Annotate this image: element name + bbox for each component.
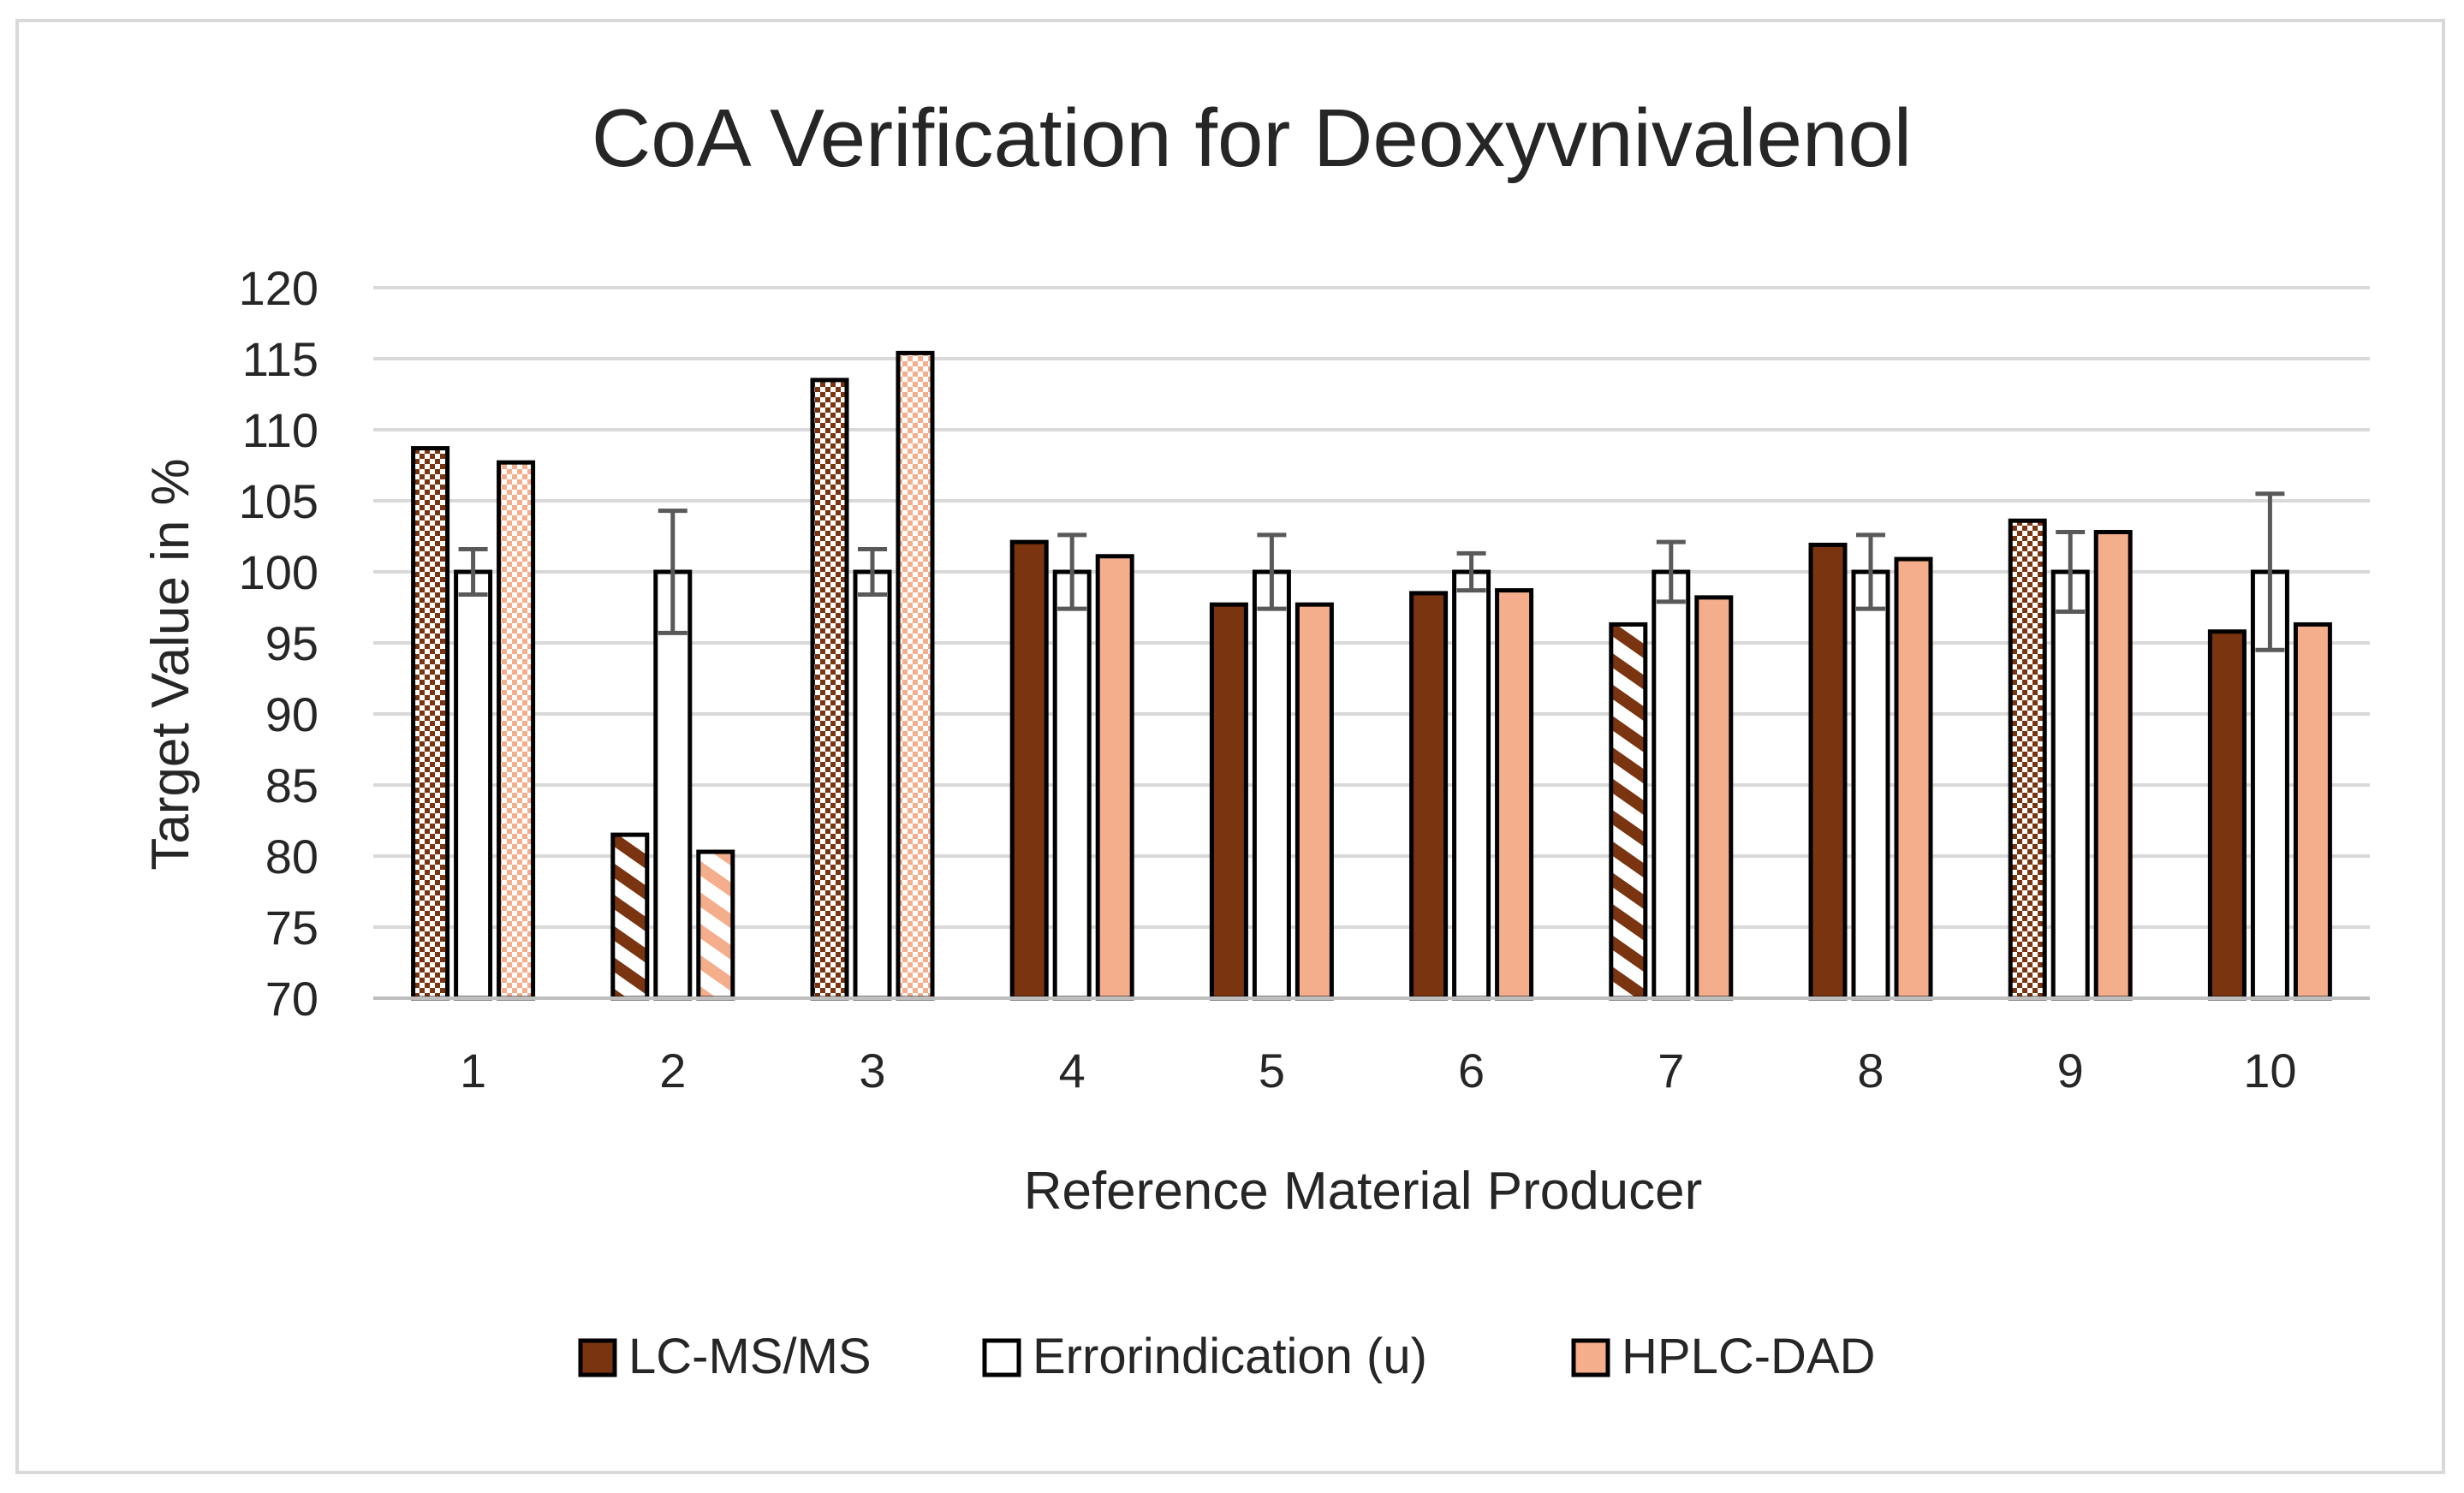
y-tick-label: 100 [239,545,318,599]
bar-lcmsms [1808,542,1848,1001]
x-tick-label: 4 [1059,1044,1086,1097]
x-tick-label: 6 [1458,1044,1485,1097]
legend-label-error-indication: Errorindication (u) [1033,1329,1427,1384]
bar-hplc-dad [497,460,536,1001]
bar-error-indication [1052,569,1092,1001]
y-tick-label: 105 [239,474,318,528]
x-tick-label: 1 [460,1044,486,1097]
bar-error-indication [2050,569,2090,1001]
bar-lcmsms [2008,518,2047,1001]
bar-error-indication [1252,569,1291,1001]
bar-error-indication [853,569,892,1001]
legend-swatch-error-indication [982,1338,1021,1377]
bar-lcmsms [810,378,849,1001]
legend-label-hplc-dad: HPLC-DAD [1622,1329,1876,1384]
x-tick-label: 3 [859,1044,885,1097]
bar-error-indication [1851,569,1890,1001]
bar-hplc-dad [1894,556,1933,1001]
bar-error-indication [1452,569,1491,1001]
y-tick-label: 90 [265,687,318,741]
bar-hplc-dad [1095,554,1134,1001]
y-tick-label: 115 [242,332,318,386]
chart-frame: CoA Verification for Deoxyvnivalenol 70 7… [15,19,2445,1474]
bar-lcmsms [610,832,650,1001]
x-axis-title: Reference Material Producer [1024,1162,1703,1221]
legend-swatch-hplc-dad [1571,1338,1610,1377]
bar-lcmsms [1009,539,1049,1001]
y-tick-label: 80 [265,830,318,883]
y-tick-label: 120 [239,261,318,315]
bar-hplc-dad [696,849,735,1001]
y-tick-label: 70 [265,972,318,1026]
bar-hplc-dad [2293,622,2332,1001]
legend-swatch-lcmsms [578,1338,617,1377]
y-axis-ticks: 70 75 80 85 90 95 100 105 110 115 120 [239,261,318,1026]
bar-lcmsms [2207,629,2247,1001]
bars [411,350,2332,1001]
bar-lcmsms [411,446,450,1001]
x-tick-label: 7 [1658,1044,1684,1097]
bar-lcmsms [1409,591,1449,1001]
chart-title: CoA Verification for Deoxyvnivalenol [592,92,1912,184]
bar-hplc-dad [1694,595,1734,1001]
x-tick-label: 2 [659,1044,686,1097]
bar-lcmsms [1609,622,1648,1001]
bar-hplc-dad [896,350,935,1001]
bar-hplc-dad [2093,530,2133,1001]
bar-error-indication [454,569,493,1001]
x-tick-label: 5 [1259,1044,1285,1097]
legend-label-lcmsms: LC-MS/MS [628,1329,872,1384]
y-tick-label: 110 [242,403,318,457]
error-bars [458,491,2285,652]
bar-lcmsms [1209,602,1248,1001]
y-axis-title: Target Value in % [141,458,200,870]
bar-chart: CoA Verification for Deoxyvnivalenol 707… [141,92,2370,1384]
y-tick-label: 75 [265,901,318,955]
x-tick-label: 8 [1857,1044,1884,1097]
bar-hplc-dad [1294,602,1334,1001]
x-axis-ticks: 1 2 3 4 5 6 7 8 9 10 [460,1044,2297,1097]
bar-error-indication [653,569,693,1001]
x-tick-label: 9 [2057,1044,2084,1097]
x-tick-label: 10 [2243,1044,2296,1097]
legend: LC-MS/MS Errorindication (u) HPLC-DAD [578,1329,1876,1384]
y-tick-label: 95 [265,616,318,670]
y-tick-label: 85 [265,758,318,812]
bar-hplc-dad [1495,588,1534,1001]
bar-error-indication [1652,569,1691,1001]
